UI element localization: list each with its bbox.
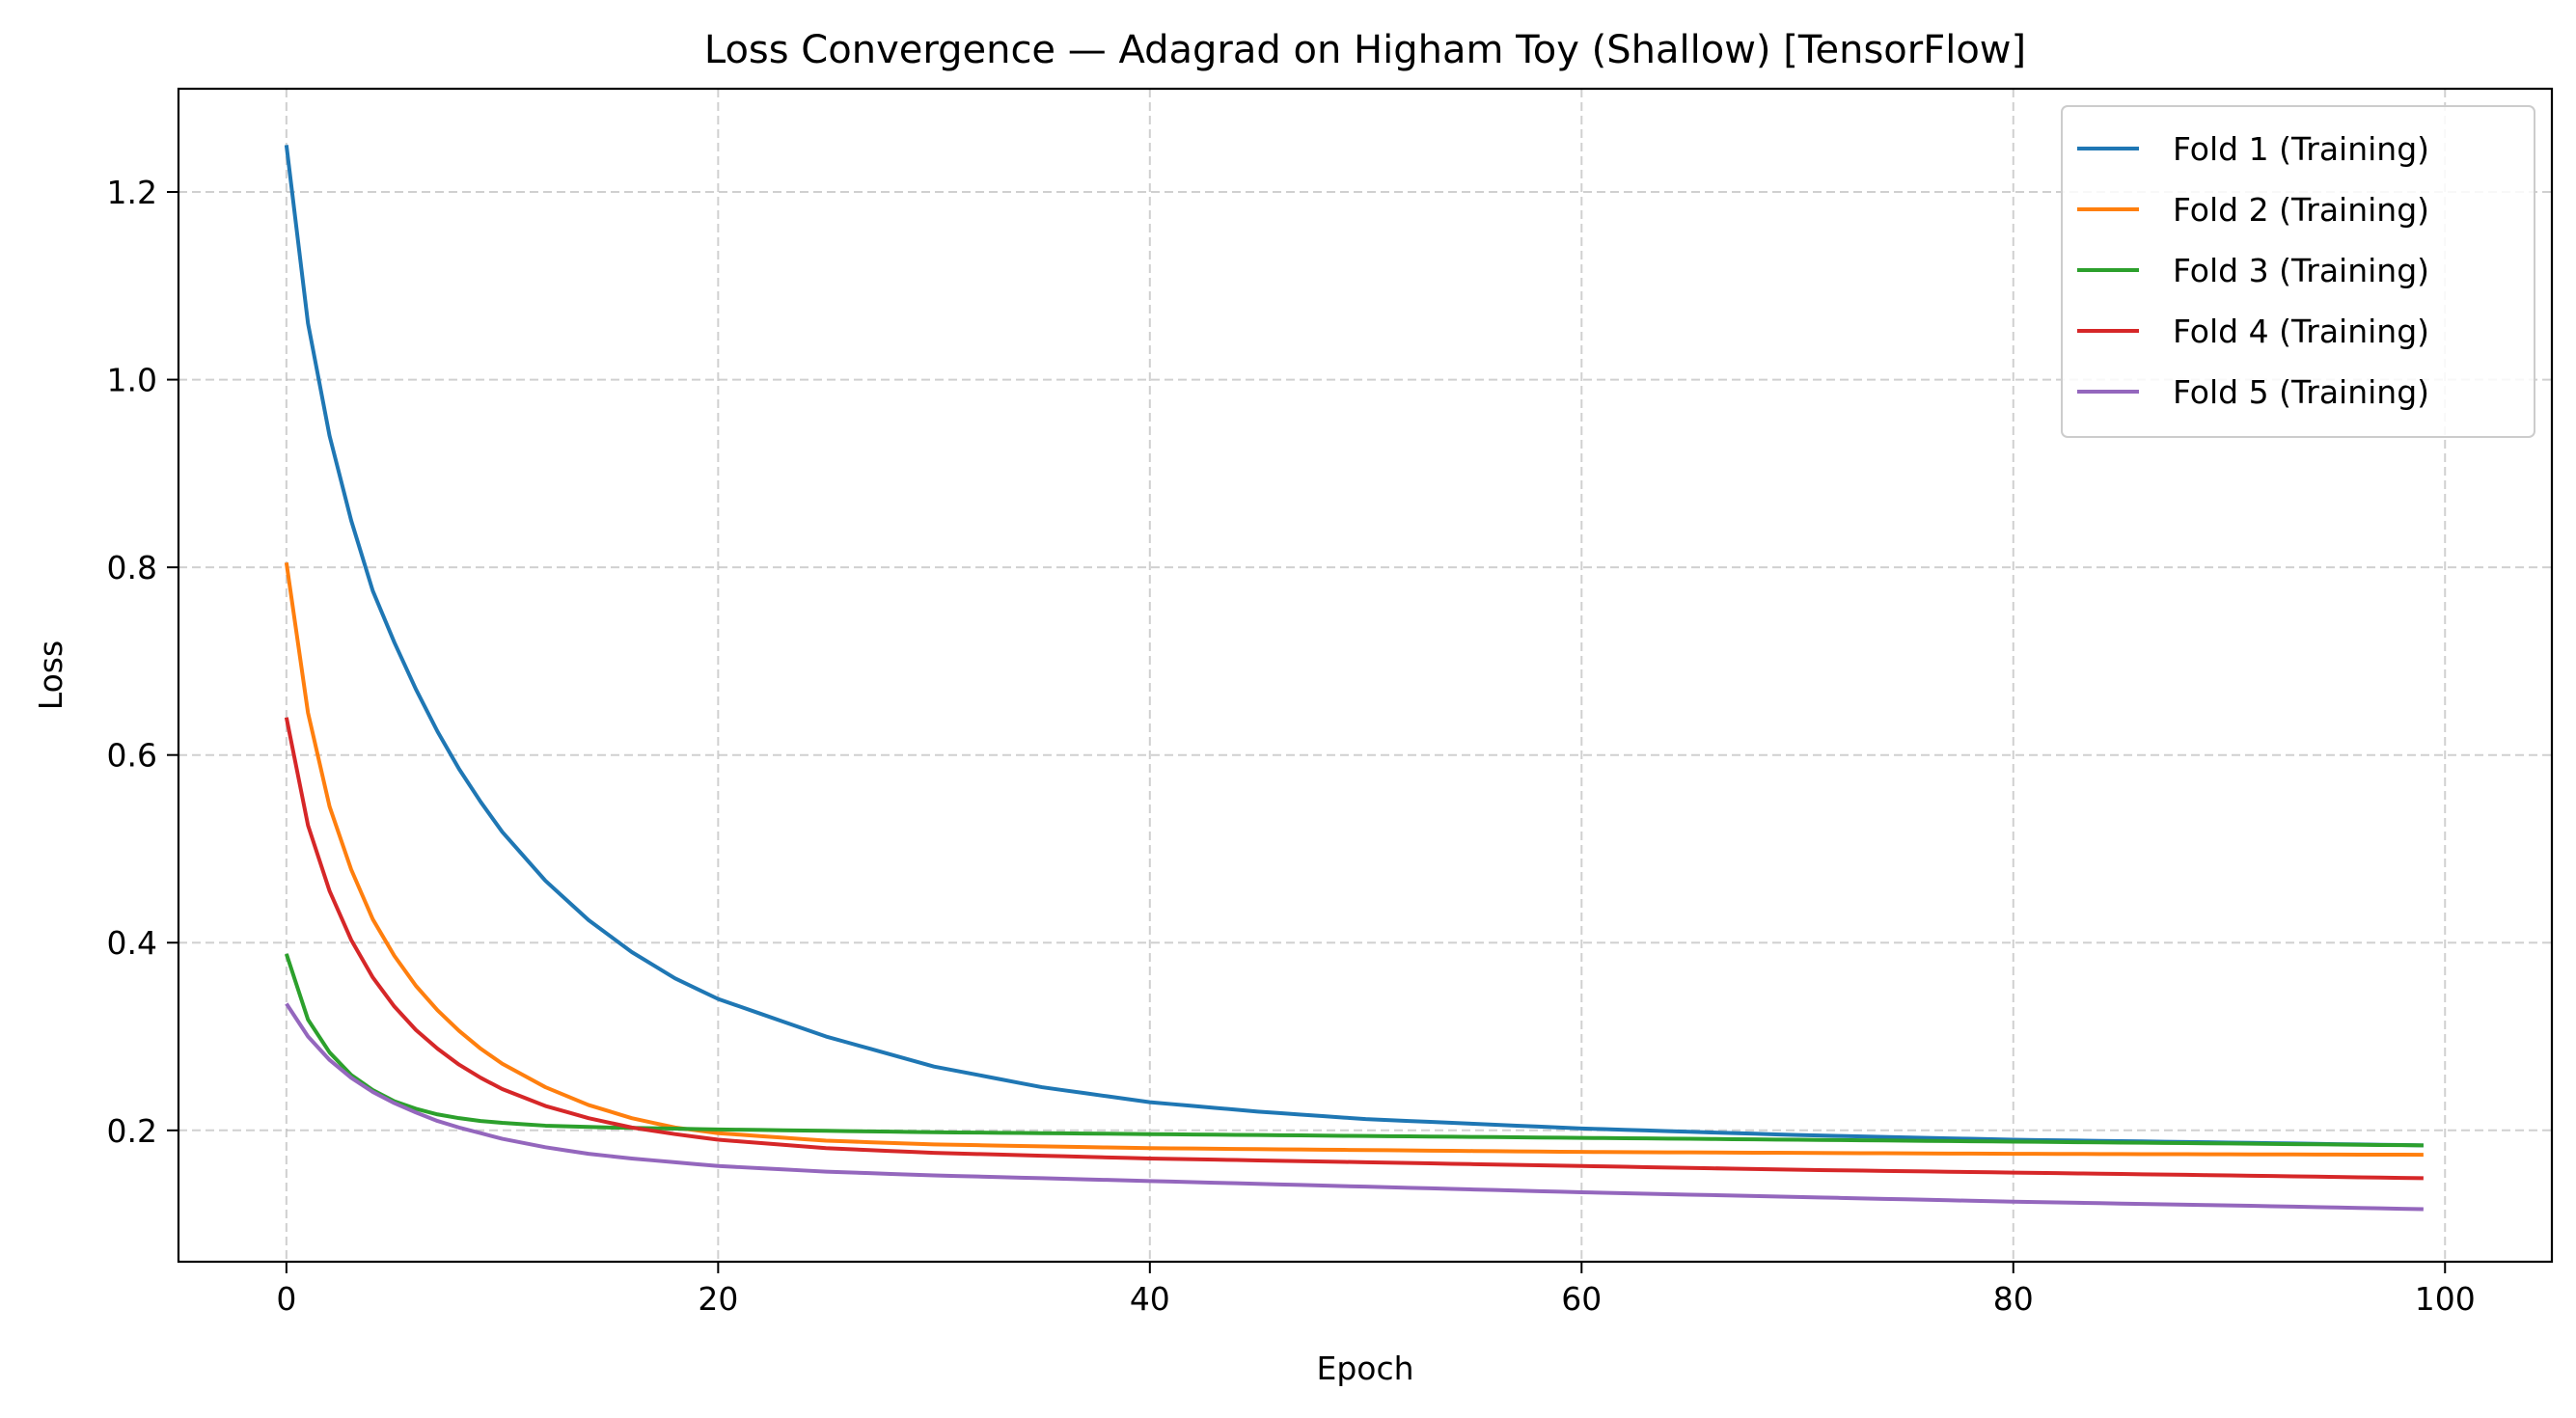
series-line-fold-5 [285, 1002, 2424, 1212]
x-tick-label: 0 [276, 1280, 296, 1318]
legend-label: Fold 5 (Training) [2173, 373, 2429, 411]
series-lines [284, 145, 2424, 1212]
legend-label: Fold 3 (Training) [2173, 252, 2429, 289]
x-tick-label: 60 [1561, 1280, 1602, 1318]
legend-label: Fold 4 (Training) [2173, 313, 2429, 350]
chart-title: Loss Convergence — Adagrad on Higham Toy… [704, 28, 2026, 72]
x-tick-label: 100 [2415, 1280, 2476, 1318]
y-tick-label: 1.0 [107, 362, 157, 399]
series-line-fold-2 [284, 561, 2424, 1158]
axis-ticks: 0 20 40 60 80 100 0.2 0.4 0.6 0.8 1.0 1.2 [107, 174, 2476, 1318]
axes-frame [177, 87, 2554, 1264]
series-line-fold-4 [284, 717, 2424, 1181]
x-tick-label: 20 [698, 1280, 738, 1318]
x-tick-label: 80 [1993, 1280, 2034, 1318]
y-tick-label: 0.4 [107, 924, 157, 962]
y-tick-label: 0.8 [107, 549, 157, 586]
y-tick-label: 0.2 [107, 1112, 157, 1150]
x-axis-label: Epoch [1316, 1350, 1413, 1387]
y-tick-label: 1.2 [107, 174, 157, 211]
y-tick-label: 0.6 [107, 737, 157, 775]
legend-label: Fold 1 (Training) [2173, 130, 2429, 168]
legend: Fold 1 (Training) Fold 2 (Training) Fold 3… [2061, 105, 2535, 438]
legend-label: Fold 2 (Training) [2173, 191, 2429, 229]
y-axis-label: Loss [32, 641, 69, 710]
legend-frame [2061, 105, 2535, 438]
x-tick-label: 40 [1130, 1280, 1170, 1318]
